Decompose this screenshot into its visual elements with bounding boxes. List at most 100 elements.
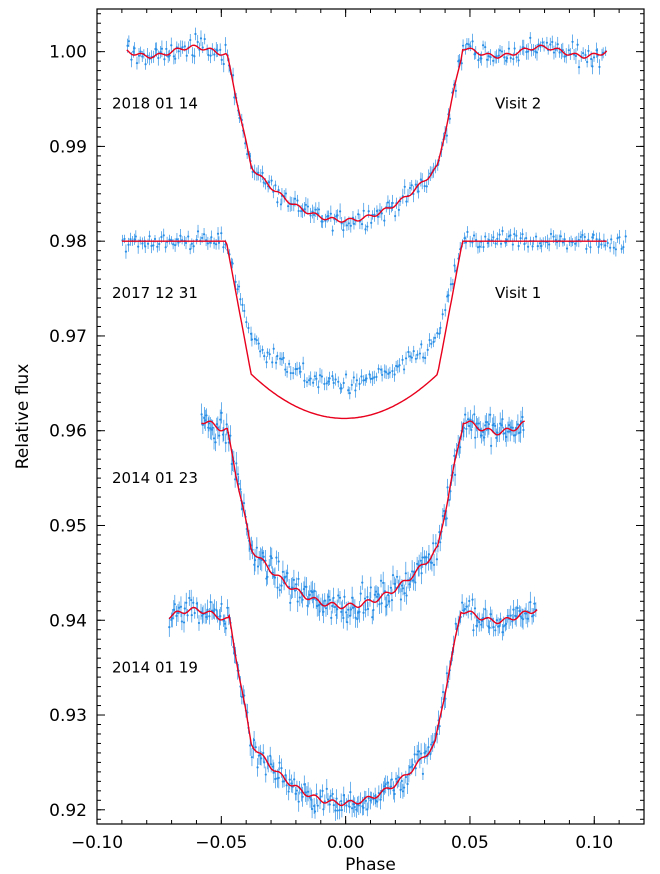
data-point <box>521 233 524 236</box>
data-point <box>347 389 350 392</box>
data-point <box>378 603 381 606</box>
data-point <box>160 47 164 50</box>
data-point <box>362 209 365 212</box>
data-point <box>473 413 476 416</box>
data-point <box>168 626 171 629</box>
data-point <box>133 47 136 50</box>
data-point <box>249 744 252 747</box>
data-point <box>268 181 271 184</box>
data-point <box>600 243 603 246</box>
data-point <box>331 792 334 796</box>
data-point <box>523 242 526 246</box>
data-point <box>141 242 144 245</box>
data-point <box>589 246 592 249</box>
data-point <box>231 262 234 265</box>
data-point <box>328 598 332 602</box>
data-point <box>525 612 528 615</box>
data-point <box>172 608 175 611</box>
data-point <box>393 582 396 585</box>
data-point <box>127 40 130 43</box>
data-point <box>304 791 307 794</box>
data-point <box>340 808 343 812</box>
data-point <box>312 381 315 384</box>
data-point <box>484 235 487 238</box>
data-point <box>464 241 468 244</box>
data-point <box>139 50 142 53</box>
data-point <box>352 222 356 225</box>
data-point <box>587 49 590 52</box>
data-point <box>430 743 433 746</box>
data-point <box>591 236 594 239</box>
data-point <box>338 210 342 213</box>
data-point <box>394 214 397 218</box>
data-point <box>288 778 291 781</box>
data-point <box>354 616 357 619</box>
data-point <box>358 382 361 385</box>
data-point <box>435 558 439 561</box>
data-point <box>597 245 600 249</box>
data-point <box>282 356 285 359</box>
data-point <box>525 50 528 54</box>
data-point <box>268 564 271 567</box>
data-point <box>329 212 332 215</box>
data-point <box>383 219 386 222</box>
data-point <box>529 36 532 39</box>
series-1-visit-label: Visit 1 <box>495 284 541 302</box>
data-point <box>388 600 391 603</box>
data-point <box>470 612 473 615</box>
series-0-date-label: 2018 01 14 <box>112 95 198 113</box>
data-point <box>270 557 273 560</box>
data-point <box>492 626 495 629</box>
data-point <box>209 600 212 604</box>
data-point <box>296 600 299 603</box>
data-point <box>216 232 220 235</box>
data-point <box>404 572 407 575</box>
data-point <box>177 50 180 53</box>
data-point <box>533 602 536 605</box>
data-point <box>127 243 130 246</box>
data-point <box>463 237 466 240</box>
data-point <box>201 423 204 426</box>
data-point <box>389 586 393 589</box>
data-point <box>342 616 345 620</box>
data-point <box>498 625 501 628</box>
data-point <box>519 237 522 240</box>
data-point <box>349 608 353 611</box>
data-point <box>488 626 491 629</box>
data-point <box>414 581 417 584</box>
data-point <box>262 181 265 184</box>
data-point <box>494 629 497 632</box>
data-point <box>592 233 595 236</box>
data-point <box>505 622 508 625</box>
data-point <box>241 303 244 306</box>
data-point <box>292 372 295 375</box>
data-point <box>332 803 335 807</box>
data-point <box>514 434 517 437</box>
data-point <box>183 607 186 610</box>
data-point <box>323 382 326 386</box>
data-point <box>190 242 193 245</box>
data-point <box>474 436 477 439</box>
data-point <box>461 44 465 47</box>
data-point <box>148 235 151 238</box>
data-point <box>333 605 337 609</box>
data-point <box>225 423 228 426</box>
data-point <box>489 56 492 59</box>
data-point <box>301 598 304 601</box>
data-point <box>272 347 275 350</box>
data-point <box>309 214 312 217</box>
data-point <box>447 294 450 297</box>
data-point <box>277 189 280 192</box>
y-tick-label: 0.99 <box>49 137 87 157</box>
data-point <box>419 559 423 562</box>
data-point <box>473 53 476 56</box>
data-point <box>352 803 355 806</box>
data-point <box>467 43 470 46</box>
data-point <box>350 383 353 387</box>
data-point <box>366 607 370 611</box>
data-point <box>462 609 465 612</box>
data-point <box>441 690 445 694</box>
data-point <box>417 190 420 193</box>
data-point <box>364 228 367 231</box>
data-point <box>505 238 508 241</box>
